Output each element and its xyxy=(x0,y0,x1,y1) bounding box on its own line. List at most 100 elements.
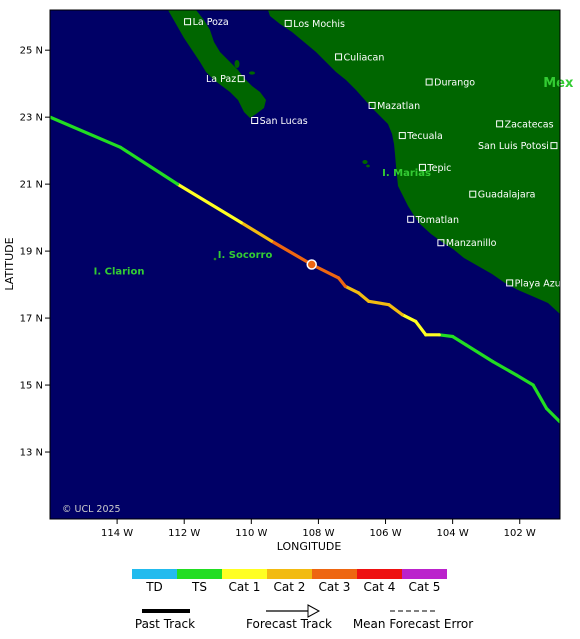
track-segment xyxy=(336,276,347,288)
track-segment xyxy=(343,284,361,295)
city-label: Guadalajara xyxy=(478,190,536,201)
legend-swatch xyxy=(312,569,357,579)
city-label: Zacatecas xyxy=(505,119,554,130)
track-segment xyxy=(514,373,535,387)
x-axis-ticks: 114 W 112 W 110 W 108 W 106 W 104 W 102 W xyxy=(101,519,536,539)
city-marker-icon xyxy=(506,279,514,287)
legend-category-label: Cat 2 xyxy=(274,580,306,594)
track-segment xyxy=(491,360,518,377)
x-tick-label: 114 W xyxy=(101,528,133,539)
city-label: San Lucas xyxy=(260,116,308,127)
legend-category-label: TS xyxy=(191,580,207,594)
track-segment xyxy=(239,221,274,243)
y-tick-label: 13 N xyxy=(20,448,43,459)
city-marker-icon xyxy=(184,18,192,26)
islas-marias-island-2 xyxy=(366,164,370,168)
y-tick-label: 15 N xyxy=(20,381,43,392)
socorro-island-dot xyxy=(213,257,217,261)
legend-swatch xyxy=(222,569,267,579)
country-label: Mex xyxy=(543,76,574,91)
city-markers: La Poza Los Mochis Culiacan La Paz Durango Ma… xyxy=(184,17,564,289)
islas-marias-island xyxy=(362,160,368,164)
legend-swatch xyxy=(357,569,402,579)
legend-swatch xyxy=(177,569,222,579)
legend-category-label: Cat 5 xyxy=(409,580,441,594)
city-label: San Luis Potosi xyxy=(478,141,549,152)
city-marker-icon xyxy=(398,132,406,140)
city-marker-icon xyxy=(237,75,245,83)
x-axis-title: LONGITUDE xyxy=(277,540,342,553)
city-marker-icon xyxy=(469,190,477,198)
copyright: © UCL 2025 xyxy=(62,504,121,515)
city-marker-icon xyxy=(407,215,415,223)
city-marker-icon xyxy=(284,19,292,27)
island-label: I. Clarion xyxy=(94,267,145,278)
current-position-marker xyxy=(306,259,317,270)
track-segment xyxy=(387,303,404,317)
legend-category-label: Cat 1 xyxy=(229,580,261,594)
forecast-track-label: Forecast Track xyxy=(246,617,332,631)
mexico-mainland xyxy=(268,10,560,314)
island-labels: I. Marias I. Socorro I. Clarion xyxy=(94,168,431,278)
plot-frame xyxy=(49,9,561,520)
city-label: Manzanillo xyxy=(446,238,497,249)
y-tick-label: 21 N xyxy=(20,180,43,191)
track-segment xyxy=(544,406,560,424)
city-label: Playa Azul xyxy=(515,278,564,289)
legend-swatch xyxy=(267,569,312,579)
city-label: Los Mochis xyxy=(293,19,345,30)
y-tick-label: 23 N xyxy=(20,113,43,124)
legend-swatch xyxy=(132,569,177,579)
track-segment xyxy=(531,383,549,411)
track-segment xyxy=(367,299,391,307)
track-type-legend: Past Track Forecast Track Mean Forecast … xyxy=(135,604,473,631)
storm-track xyxy=(50,115,560,424)
city-marker-icon xyxy=(335,53,343,61)
island-label: I. Socorro xyxy=(218,250,273,261)
x-tick-label: 102 W xyxy=(504,528,536,539)
intensity-legend: TD TS Cat 1 Cat 2 Cat 3 Cat 4 Cat 5 xyxy=(132,569,447,594)
legend-swatch xyxy=(402,569,447,579)
track-segment xyxy=(269,239,314,267)
city-marker-icon xyxy=(496,120,504,128)
y-tick-label: 19 N xyxy=(20,247,43,258)
y-axis-ticks: 25 N 23 N 21 N 19 N 17 N 15 N 13 N xyxy=(20,46,50,459)
track-segment xyxy=(437,333,455,339)
legend-category-label: Cat 4 xyxy=(364,580,396,594)
city-label: Tomatlan xyxy=(415,215,459,226)
city-marker-icon xyxy=(437,239,445,247)
baja-california-landmass xyxy=(168,10,266,118)
track-segment xyxy=(175,182,243,225)
city-marker-icon xyxy=(550,142,558,150)
city-marker-icon xyxy=(418,163,426,171)
x-tick-label: 112 W xyxy=(168,528,200,539)
island-label: I. Marias xyxy=(382,168,431,179)
x-tick-label: 104 W xyxy=(437,528,469,539)
city-label: Tecuala xyxy=(406,131,443,142)
city-label: Culiacan xyxy=(344,52,385,63)
x-tick-label: 110 W xyxy=(235,528,267,539)
city-marker-icon xyxy=(425,78,433,86)
track-segment xyxy=(357,291,371,303)
city-marker-icon xyxy=(368,101,376,109)
city-label: La Poza xyxy=(193,17,229,28)
legend-category-label: Cat 3 xyxy=(319,580,351,594)
city-label: Tepic xyxy=(426,163,451,174)
track-segment xyxy=(118,145,180,186)
y-tick-label: 25 N xyxy=(20,46,43,57)
forecast-arrow-head-icon xyxy=(307,604,321,618)
mean-error-label: Mean Forecast Error xyxy=(353,617,473,631)
legend-category-label: TD xyxy=(145,580,163,594)
x-tick-label: 108 W xyxy=(302,528,334,539)
y-axis-title: LATITUDE xyxy=(3,237,16,290)
track-segment xyxy=(451,334,468,347)
track-segment xyxy=(50,115,123,149)
land-layer xyxy=(168,10,560,314)
city-label: Durango xyxy=(434,77,475,88)
x-tick-label: 106 W xyxy=(369,528,401,539)
city-label: Mazatlan xyxy=(377,101,420,112)
espiritu-santo-island xyxy=(234,60,240,68)
track-segment xyxy=(464,343,495,364)
track-segment xyxy=(400,313,418,324)
